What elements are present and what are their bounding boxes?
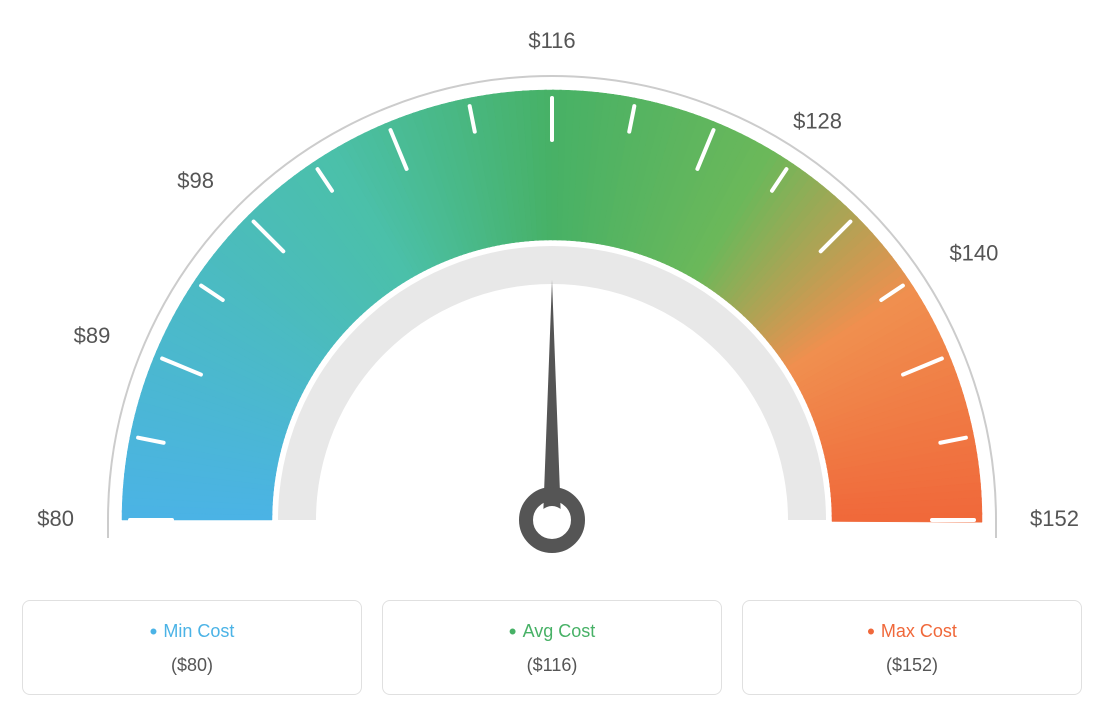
svg-text:$89: $89 (74, 323, 111, 348)
gauge-chart: $80 $89 $98 $116 $128 $140 $152 (20, 20, 1084, 580)
legend-max-value: ($152) (753, 655, 1071, 676)
svg-text:$98: $98 (177, 168, 214, 193)
legend-avg-label: Avg Cost (393, 619, 711, 645)
legend-min-card: Min Cost ($80) (22, 600, 362, 695)
svg-text:$140: $140 (949, 240, 998, 265)
legend-avg-value: ($116) (393, 655, 711, 676)
legend-min-value: ($80) (33, 655, 351, 676)
legend-min-label: Min Cost (33, 619, 351, 645)
svg-text:$128: $128 (793, 109, 842, 134)
svg-text:$116: $116 (528, 28, 575, 53)
svg-text:$152: $152 (1030, 506, 1079, 531)
legend-avg-card: Avg Cost ($116) (382, 600, 722, 695)
legend-max-label: Max Cost (753, 619, 1071, 645)
legend-row: Min Cost ($80) Avg Cost ($116) Max Cost … (20, 600, 1084, 695)
legend-max-card: Max Cost ($152) (742, 600, 1082, 695)
svg-text:$80: $80 (37, 506, 74, 531)
